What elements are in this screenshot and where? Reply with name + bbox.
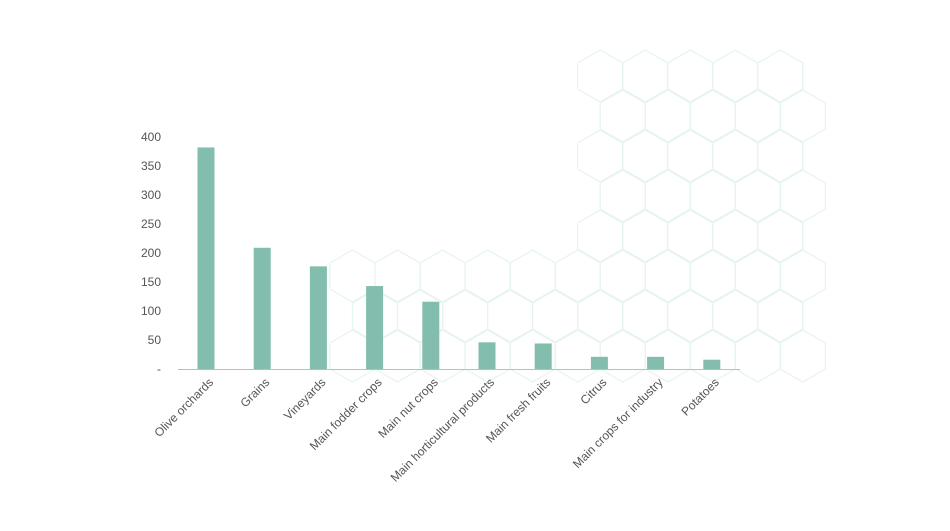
hexagon-shape <box>779 89 826 143</box>
hexagon-shape <box>757 289 804 343</box>
hexagon-shape <box>757 49 804 103</box>
y-tick-label: 300 <box>141 188 161 202</box>
y-axis-ticks: - 50 100 150 200 250 300 350 400 <box>141 130 161 376</box>
bar <box>197 147 215 369</box>
x-tick-label: Main horticultural products <box>388 375 497 484</box>
bar <box>534 343 552 369</box>
hexagon-background-pattern <box>329 49 826 383</box>
hexagon-shape <box>757 209 804 263</box>
x-tick-label: Olive orchards <box>152 375 217 440</box>
hexagon-shape <box>757 129 804 183</box>
bar <box>253 247 271 369</box>
bar <box>309 266 327 369</box>
y-tick-label: 250 <box>141 217 161 231</box>
bar <box>422 301 440 369</box>
bar <box>647 356 665 369</box>
x-tick-label: Grains <box>237 375 272 410</box>
y-tick-label: 100 <box>141 304 161 318</box>
bar <box>590 356 608 369</box>
y-tick-label: 400 <box>141 130 161 144</box>
y-tick-label: 150 <box>141 275 161 289</box>
hexagon-shape <box>779 169 826 223</box>
y-tick-label: - <box>157 362 161 376</box>
y-tick-label: 50 <box>148 333 162 347</box>
hexagon-shape <box>779 249 826 303</box>
y-tick-label: 350 <box>141 159 161 173</box>
bar <box>478 342 496 369</box>
x-tick-label: Potatoes <box>679 375 722 418</box>
hexagon-shape <box>779 329 826 383</box>
x-tick-label: Vineyards <box>281 375 328 422</box>
y-tick-label: 200 <box>141 246 161 260</box>
bar <box>366 286 384 369</box>
bar <box>703 359 721 369</box>
bars <box>197 147 721 369</box>
